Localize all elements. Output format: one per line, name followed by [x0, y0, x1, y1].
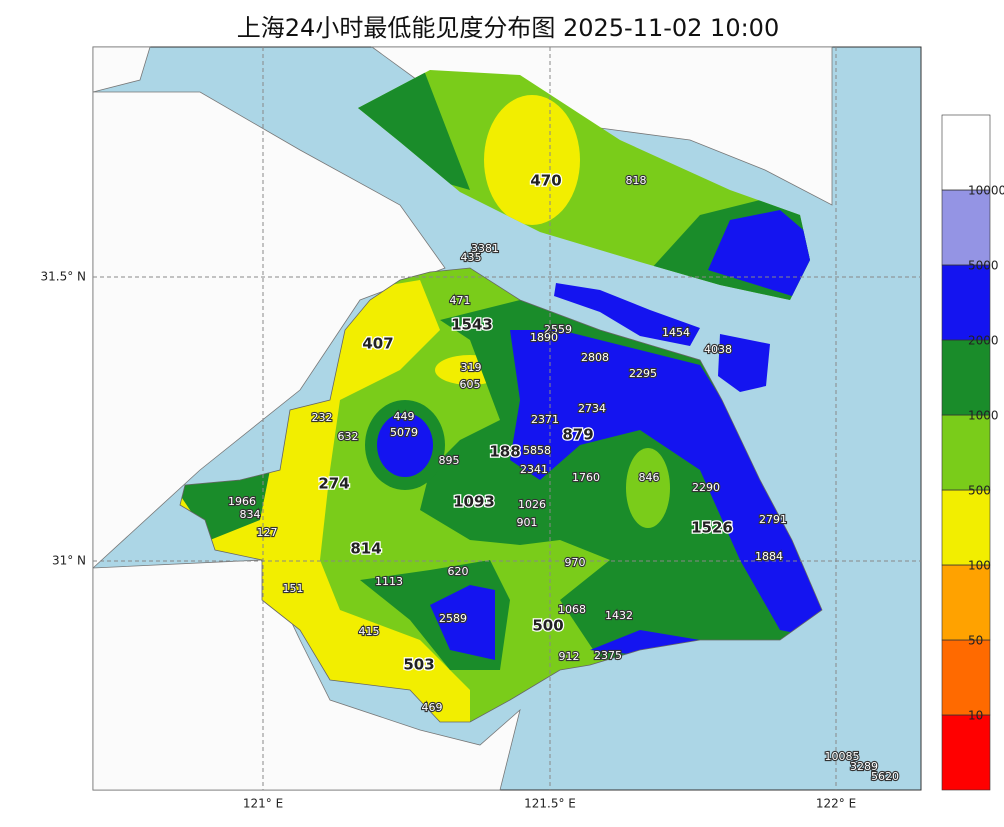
- station-value: 1890: [530, 331, 558, 344]
- area-label: 1526: [691, 519, 733, 537]
- fill: [510, 330, 822, 640]
- station-value: 846: [639, 471, 660, 484]
- station-value: 2589: [439, 612, 467, 625]
- station-value: 435: [461, 251, 482, 264]
- color-bar-label: 100: [968, 559, 991, 573]
- station-value: 2371: [531, 413, 559, 426]
- station-value: 901: [517, 516, 538, 529]
- lat-label: 31.5° N: [40, 270, 86, 284]
- station-value: 2295: [629, 367, 657, 380]
- labels: 470 407 1543 274 188 879 1093 814 500 503 1526 818 3…: [227, 170, 900, 784]
- lat-label: 31° N: [52, 554, 86, 568]
- color-bar-label: 5000: [968, 259, 999, 273]
- fill: [430, 585, 495, 660]
- station-value: 970: [565, 556, 586, 569]
- station-value: 2375: [594, 649, 622, 662]
- station-value: 818: [626, 174, 647, 187]
- color-bar-label: 2000: [968, 334, 999, 348]
- lon-label: 121° E: [243, 797, 283, 811]
- color-bar-segment: [941, 489, 991, 566]
- station-value: 2341: [520, 463, 548, 476]
- fill: [484, 95, 580, 225]
- color-bar-segment: [941, 564, 991, 641]
- color-bar-segment: [941, 714, 991, 791]
- area-label: 503: [403, 656, 434, 674]
- color-bar-label: 10000: [968, 184, 1004, 198]
- color-bar-label: 10: [968, 709, 983, 723]
- station-value: 834: [240, 508, 261, 521]
- station-value: 1113: [375, 575, 403, 588]
- graticule: 31.5° N 31° N 121° E 121.5° E 122° E: [40, 47, 921, 811]
- station-value: 1966: [228, 495, 256, 508]
- station-value: 1432: [605, 609, 633, 622]
- area-label: 188: [489, 443, 520, 461]
- station-value: 1026: [518, 498, 546, 511]
- land: [92, 46, 151, 93]
- area-label: 407: [362, 335, 393, 353]
- station-value: 2734: [578, 402, 606, 415]
- station-value: 5858: [523, 444, 551, 457]
- station-value: 632: [338, 430, 359, 443]
- station-value: 10085: [825, 750, 860, 763]
- color-bar-label: 1000: [968, 409, 999, 423]
- color-bar: 10 50 100 500 1000 2000 5000 10000: [941, 114, 1004, 791]
- station-value: 471: [450, 294, 471, 307]
- color-bar-segment: [941, 114, 991, 191]
- station-value: 469: [422, 701, 443, 714]
- station-value: 319: [461, 361, 482, 374]
- station-value: 127: [257, 526, 278, 539]
- station-value: 5079: [390, 426, 418, 439]
- station-value: 2559: [544, 323, 572, 336]
- station-value: 2290: [692, 481, 720, 494]
- fill: [180, 470, 270, 540]
- island: [554, 283, 700, 346]
- color-bar-label: 500: [968, 484, 991, 498]
- station-value: 620: [448, 565, 469, 578]
- station-value: 3289: [850, 760, 878, 773]
- map-frame: [92, 46, 922, 791]
- station-value: 151: [283, 582, 304, 595]
- station-value: 415: [359, 625, 380, 638]
- station-value: 232: [312, 411, 333, 424]
- area-label: 814: [350, 540, 381, 558]
- color-bar-segment: [941, 189, 991, 266]
- station-value: 2791: [759, 513, 787, 526]
- station-value: 1760: [572, 471, 600, 484]
- station-value: 2808: [581, 351, 609, 364]
- station-value: 449: [394, 410, 415, 423]
- station-value: 1068: [558, 603, 586, 616]
- station-value: 1454: [662, 326, 690, 339]
- station-value: 912: [559, 650, 580, 663]
- color-bar-segment: [941, 414, 991, 491]
- fill: [377, 413, 433, 477]
- island: [718, 334, 770, 392]
- lon-label: 121.5° E: [524, 797, 576, 811]
- map-title: 上海24小时最低能见度分布图 2025-11-02 10:00: [237, 14, 779, 42]
- area-label: 1093: [453, 493, 495, 511]
- area-label: 470: [530, 172, 561, 190]
- color-bar-label: 50: [968, 634, 983, 648]
- color-bar-segment: [941, 264, 991, 341]
- area-label: 500: [532, 617, 563, 635]
- station-value: 605: [460, 378, 481, 391]
- station-value: 895: [439, 454, 460, 467]
- station-value: 1884: [755, 550, 783, 563]
- color-bar-segment: [941, 339, 991, 416]
- station-value: 5620: [871, 770, 899, 783]
- station-value: 3381: [471, 242, 499, 255]
- lon-label: 122° E: [816, 797, 856, 811]
- area-label: 274: [318, 475, 349, 493]
- fill: [626, 448, 670, 528]
- color-bar-segment: [941, 639, 991, 716]
- area-label: 1543: [451, 316, 493, 334]
- station-value: 4038: [704, 343, 732, 356]
- area-label: 879: [562, 426, 593, 444]
